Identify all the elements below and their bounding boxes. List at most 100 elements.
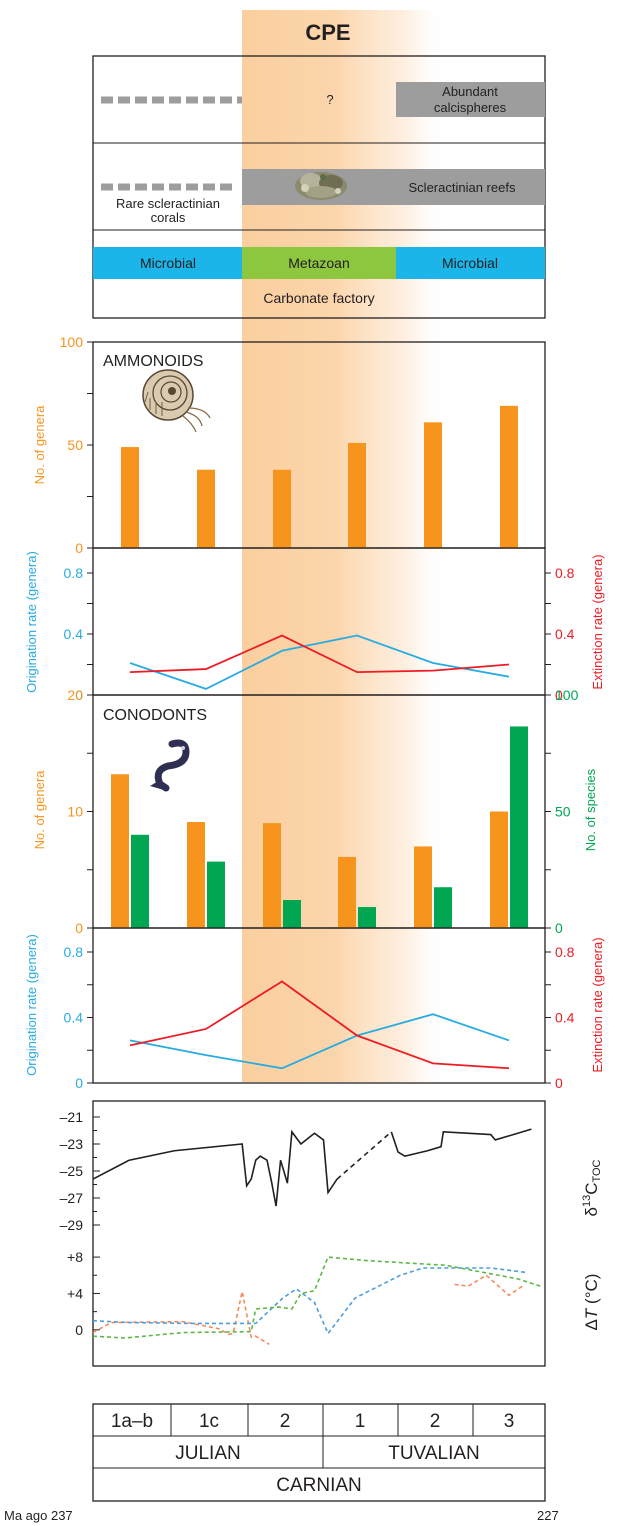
temp-tick-label: 0 <box>75 1322 83 1338</box>
conodonts-genera-ylabel: No. of genera <box>32 770 47 850</box>
conodont-left-tick-label: 20 <box>67 687 83 703</box>
ammonoid-rate-extinction-line <box>129 634 510 674</box>
rare-corals-label-1: Rare scleractinian <box>116 196 220 211</box>
conodonts-left-axis: 0 10 20 <box>67 687 93 936</box>
ammonoid-rate-left-tick-label: 0.8 <box>64 565 84 581</box>
temp-tick-label: +4 <box>67 1285 83 1301</box>
d13c-tick-label: –21 <box>60 1109 84 1125</box>
ammonoid-rate-right-tick-label: 0 <box>555 687 563 703</box>
conodont-rates-left-axis: 0 0.4 0.8 <box>64 944 93 1091</box>
temp-ylabel-unit: (°C) <box>582 1274 601 1309</box>
ammonoid-rate-origination-line <box>129 634 510 690</box>
ammonoid-origination-ylabel: Origination rate (genera) <box>24 551 39 693</box>
d13c-line-dashed <box>336 1131 392 1180</box>
d13c-ylabel-sup: 13 <box>581 1195 593 1207</box>
conodont-genera-bar <box>111 774 129 928</box>
conodont-rates-frame <box>92 927 546 1084</box>
ammonoids-panel: AMMONOIDS 0 50 100 No. of genera <box>32 334 546 556</box>
ammonoid-rate-right-tick-label: 0.4 <box>555 626 575 642</box>
substage-1ab: 1a–b <box>111 1411 153 1432</box>
microbial-left-box <box>93 247 242 279</box>
conodont-rates-right-axis: 0 0.4 0.8 <box>545 944 575 1091</box>
conodont-species-bar <box>131 834 149 928</box>
cpe-title: CPE <box>305 20 350 45</box>
temp-ylabel-t: T <box>582 1307 601 1319</box>
ammonoids-ylabel: No. of genera <box>32 405 47 485</box>
carbonate-factory-label: Carbonate factory <box>263 290 374 306</box>
stage-julian: JULIAN <box>175 1443 240 1464</box>
ammonoid-rates-panel: 0 0.4 0.8 0 0.4 0.8 Origination rate (genera… <box>24 547 605 703</box>
microbial-left-label: Microbial <box>140 255 196 271</box>
d13c-axis: –21 –23 –25 –27 –29 <box>60 1109 100 1233</box>
ammonoid-rates-left-axis: 0 0.4 0.8 <box>64 565 93 703</box>
conodont-species-bar <box>358 907 376 928</box>
stage-tuvalian: TUVALIAN <box>388 1443 480 1464</box>
d13c-lines <box>92 1128 532 1207</box>
conodont-rates-lines <box>129 980 510 1070</box>
ammonoid-bar <box>424 422 442 548</box>
stage-table-frame <box>92 1403 546 1502</box>
conodont-rates-panel: 0 0.4 0.8 0 0.4 0.8 Origination rate (genera… <box>24 927 605 1091</box>
ammonoid-rate-left-tick-label: 0 <box>75 687 83 703</box>
reefs-bar <box>242 169 545 205</box>
conodont-icon <box>150 739 190 792</box>
isotope-frame <box>92 1100 546 1367</box>
conodont-genera-bar <box>338 856 356 928</box>
microbial-right-box <box>396 247 545 279</box>
conodont-extinction-ylabel: Extinction rate (genera) <box>590 937 605 1072</box>
calcisphere-bar <box>396 82 545 117</box>
microbial-right-label: Microbial <box>442 255 498 271</box>
metazoan-label: Metazoan <box>288 255 349 271</box>
conodonts-panel: CONODONTS 0 10 20 0 50 100 No. of genera No.… <box>32 687 598 936</box>
ammonoids-title: AMMONOIDS <box>103 353 203 370</box>
conodont-rate-right-tick-label: 0.4 <box>555 1010 575 1026</box>
d13c-tick-label: –25 <box>60 1163 84 1179</box>
ammonoid-extinction-ylabel: Extinction rate (genera) <box>590 554 605 689</box>
isotope-temperature-panel: –21 –23 –25 –27 –29 0 +4 +8 δ13CTOC ΔT (°C) <box>60 1100 603 1367</box>
ammonoid-rate-right-tick-label: 0.8 <box>555 565 575 581</box>
calcisphere-question: ? <box>326 92 333 107</box>
conodont-rate-left-tick-label: 0 <box>75 1075 83 1091</box>
ammonoid-bar <box>348 442 366 548</box>
temperature-lines <box>92 1256 541 1346</box>
ammonoid-tick-label: 0 <box>75 540 83 556</box>
ammonoid-tick-label: 50 <box>67 437 83 453</box>
conodonts-title: CONODONTS <box>103 707 207 724</box>
temperature-line <box>92 1256 541 1339</box>
reefs-label: Scleractinian reefs <box>409 180 516 195</box>
metazoan-box <box>242 247 396 279</box>
d13c-tick-label: –29 <box>60 1217 84 1233</box>
temp-ylabel: ΔT (°C) <box>582 1274 601 1331</box>
ammonoid-bar <box>500 405 518 548</box>
carbonate-legend-panel: ? Abundant calcispheres Rare scleractini… <box>92 55 546 319</box>
d13c-tick-label: –23 <box>60 1136 84 1152</box>
conodont-rate-origination-line <box>129 1013 510 1070</box>
rare-corals-label-2: corals <box>151 210 186 225</box>
conodont-species-bar <box>510 726 528 928</box>
stage-carnian: CARNIAN <box>276 1475 362 1496</box>
d13c-tick-label: –27 <box>60 1190 84 1206</box>
ammonoid-bar <box>121 447 139 548</box>
d13c-ylabel: δ13CTOC <box>581 1159 603 1216</box>
d13c-ylabel-c: C <box>582 1183 601 1195</box>
substage-julian-2: 2 <box>280 1411 291 1432</box>
ammonoid-bar <box>197 469 215 548</box>
stage-table: 1a–b 1c 2 1 2 3 JULIAN TUVALIAN CARNIAN <box>92 1403 546 1502</box>
ammonoid-rates-right-axis: 0 0.4 0.8 <box>545 565 575 703</box>
conodont-rate-right-tick-label: 0 <box>555 1075 563 1091</box>
time-axis-left-label: Ma ago 237 <box>4 1508 73 1523</box>
temperature-line <box>454 1274 523 1297</box>
conodonts-bars <box>111 726 528 928</box>
conodont-species-bar <box>283 900 301 928</box>
temp-ylabel-delta: Δ <box>582 1319 601 1330</box>
substage-tuvalian-1: 1 <box>355 1411 366 1432</box>
ammonoids-y-axis: 0 50 100 <box>60 334 93 556</box>
conodont-rate-extinction-line <box>129 980 510 1070</box>
conodont-left-tick-label: 0 <box>75 920 83 936</box>
conodont-rate-right-tick-label: 0.8 <box>555 944 575 960</box>
ammonoid-extinction-ylabel-text: Extinction rate (genera) <box>590 554 605 689</box>
temp-axis: 0 +4 +8 <box>67 1249 100 1338</box>
conodont-genera-bar <box>490 811 508 928</box>
ammonoid-rate-left-tick-label: 0.4 <box>64 626 84 642</box>
